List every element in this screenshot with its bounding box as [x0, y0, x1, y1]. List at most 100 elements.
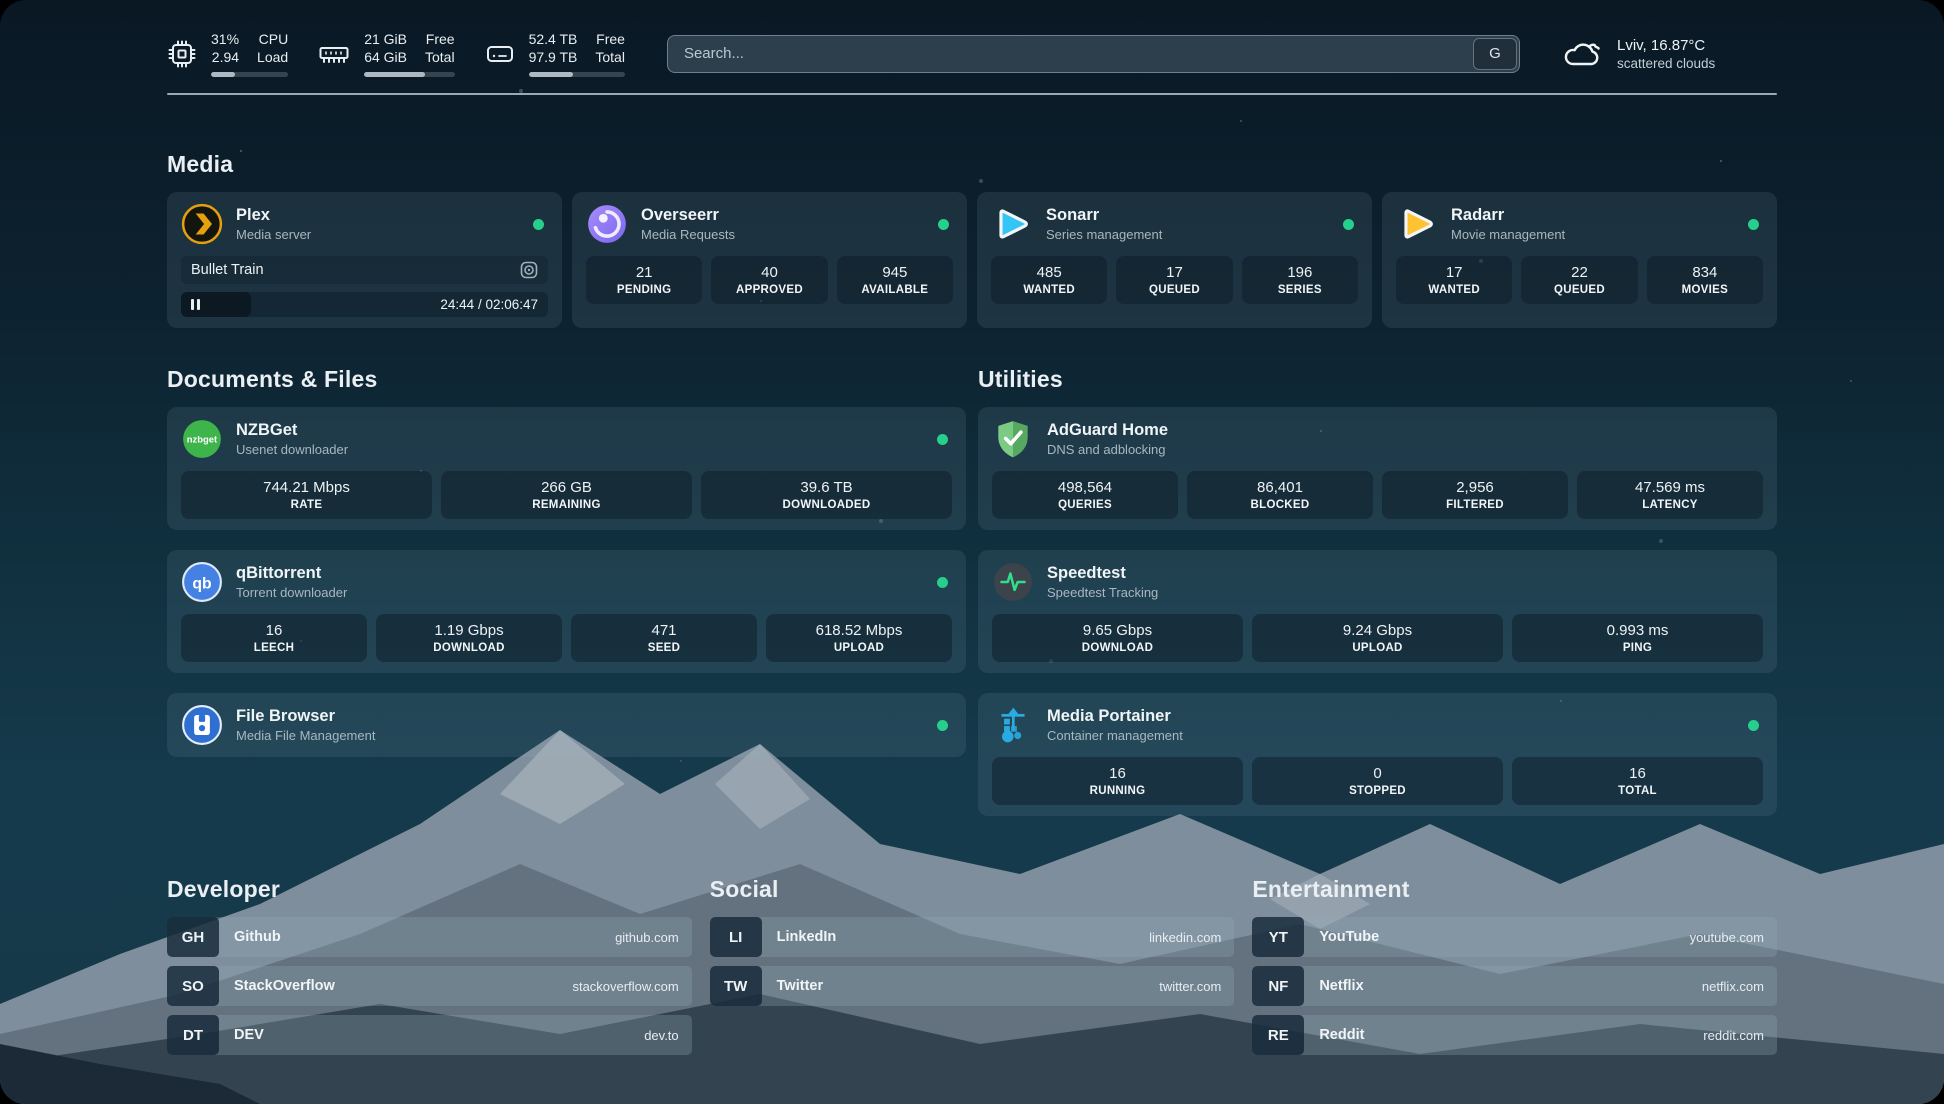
radarr-title: Radarr	[1451, 206, 1505, 225]
plex-progress-bar[interactable]: 24:44 / 02:06:47	[181, 292, 548, 318]
adguard-stat-filtered: 2,956 FILTERED	[1382, 471, 1568, 520]
link-github[interactable]: GH Github github.com	[167, 917, 692, 958]
sonarr-stat-queued: 17 QUEUED	[1116, 256, 1233, 305]
github-badge: GH	[167, 917, 219, 958]
weather-location-temp: Lviv, 16.87°C	[1617, 36, 1706, 54]
plex-now-playing-title: Bullet Train	[191, 262, 264, 279]
youtube-url: youtube.com	[1689, 929, 1764, 945]
storage-free-label: Free	[596, 31, 625, 47]
nzbget-stat-downloaded: 39.6 TB DOWNLOADED	[701, 471, 952, 520]
twitter-badge: TW	[709, 966, 762, 1007]
speedtest-stat-ping: 0.993 ms PING	[1512, 614, 1763, 663]
adguard-stat-blocked: 86,401 BLOCKED	[1187, 471, 1373, 520]
sonarr-subtitle: Series management	[1046, 227, 1163, 243]
github-url: github.com	[615, 929, 679, 945]
storage-total-value: 97.9 TB	[528, 49, 578, 66]
storage-total-label: Total	[595, 49, 625, 66]
portainer-title: Media Portainer	[1047, 707, 1171, 726]
adguard-card[interactable]: AdGuard Home DNS and adblocking 498,564 Q…	[978, 407, 1777, 531]
plex-title: Plex	[236, 206, 270, 225]
netflix-name: Netflix	[1319, 978, 1364, 995]
developer-section-title: Developer	[167, 876, 281, 903]
stackoverflow-badge: SO	[167, 966, 219, 1007]
netflix-url: netflix.com	[1701, 978, 1764, 994]
developer-links-section: Developer GH Github github.com SO StackO…	[167, 876, 692, 1064]
link-youtube[interactable]: YT YouTube youtube.com	[1252, 917, 1777, 958]
adguard-subtitle: DNS and adblocking	[1047, 442, 1166, 458]
link-stackoverflow[interactable]: SO StackOverflow stackoverflow.com	[167, 966, 692, 1007]
overseerr-stat-pending: 21 PENDING	[586, 256, 703, 305]
system-stats: 31% 2.94 CPU Load	[167, 30, 625, 78]
nzbget-stat-remaining: 266 GB REMAINING	[441, 471, 692, 520]
nzbget-title: NZBGet	[236, 421, 298, 440]
overseerr-card[interactable]: Overseerr Media Requests 21 PENDING 40 APP…	[572, 192, 967, 329]
plex-subtitle: Media server	[236, 227, 312, 243]
pause-icon[interactable]	[191, 299, 200, 311]
portainer-subtitle: Container management	[1047, 728, 1183, 744]
nzbget-status-dot	[937, 433, 948, 445]
weather-widget: Lviv, 16.87°C scattered clouds	[1562, 37, 1777, 71]
cpu-load-label: Load	[257, 49, 289, 66]
sonarr-stat-wanted: 485 WANTED	[991, 256, 1108, 305]
dev-badge: DT	[167, 1015, 219, 1056]
linkedin-url: linkedin.com	[1149, 929, 1222, 945]
ram-icon	[319, 46, 349, 63]
svg-text:qb: qb	[192, 576, 211, 593]
qbittorrent-card[interactable]: qb qBittorrent Torrent downloader 16 LEEC…	[167, 550, 966, 674]
search-input[interactable]	[666, 34, 1520, 73]
documents-section: Documents & Files nzbget NZBGet Usenet d	[167, 366, 966, 816]
linkedin-name: LinkedIn	[776, 929, 837, 946]
utilities-section-title: Utilities	[978, 366, 1063, 393]
youtube-name: YouTube	[1319, 929, 1380, 946]
radarr-stat-queued: 22 QUEUED	[1521, 256, 1638, 305]
adguard-stat-latency: 47.569 ms LATENCY	[1577, 471, 1763, 520]
header-divider	[167, 93, 1777, 96]
filebrowser-subtitle: Media File Management	[236, 728, 376, 744]
link-netflix[interactable]: NF Netflix netflix.com	[1252, 966, 1777, 1007]
memory-usage-bar	[364, 72, 455, 78]
speedtest-card[interactable]: Speedtest Speedtest Tracking 9.65 Gbps DO…	[978, 550, 1777, 674]
media-section: Media Plex Media server	[167, 151, 1777, 329]
social-links-section: Social LI LinkedIn linkedin.com TW Twitt…	[709, 876, 1235, 1064]
portainer-card[interactable]: Media Portainer Container management 16 R…	[978, 693, 1777, 817]
memory-free-label: Free	[425, 31, 455, 47]
qbittorrent-stat-leech: 16 LEECH	[181, 614, 367, 663]
weather-condition: scattered clouds	[1617, 55, 1716, 71]
cpu-usage-bar	[211, 72, 289, 78]
radarr-card[interactable]: Radarr Movie management 17 WANTED 22 QUEUE…	[1382, 192, 1777, 329]
media-section-title: Media	[167, 151, 234, 178]
filebrowser-title: File Browser	[236, 707, 336, 726]
qbittorrent-stat-seed: 471 SEED	[571, 614, 757, 663]
radarr-icon	[1396, 203, 1438, 245]
cpu-stat: 31% 2.94 CPU Load	[167, 30, 289, 78]
radarr-status-dot	[1748, 218, 1759, 230]
filebrowser-status-dot	[937, 719, 948, 731]
github-name: Github	[234, 929, 281, 946]
link-reddit[interactable]: RE Reddit reddit.com	[1252, 1015, 1777, 1056]
svg-text:nzbget: nzbget	[187, 435, 218, 446]
storage-free-value: 52.4 TB	[528, 31, 578, 47]
nzbget-stat-rate: 744.21 Mbps RATE	[181, 471, 432, 520]
sonarr-title: Sonarr	[1046, 206, 1100, 225]
session-icon[interactable]	[520, 261, 538, 279]
qbittorrent-title: qBittorrent	[236, 564, 322, 583]
twitter-name: Twitter	[776, 978, 824, 995]
nzbget-card[interactable]: nzbget NZBGet Usenet downloader 744.21 M…	[167, 407, 966, 531]
qbittorrent-stat-download: 1.19 Gbps DOWNLOAD	[376, 614, 562, 663]
nzbget-icon: nzbget	[181, 418, 223, 460]
memory-stat: 21 GiB 64 GiB Free Total	[318, 30, 455, 78]
link-twitter[interactable]: TW Twitter twitter.com	[709, 966, 1235, 1007]
filebrowser-icon	[181, 704, 223, 746]
sonarr-card[interactable]: Sonarr Series management 485 WANTED 17 QUE…	[977, 192, 1372, 329]
overseerr-stat-approved: 40 APPROVED	[711, 256, 828, 305]
nzbget-subtitle: Usenet downloader	[236, 442, 349, 458]
portainer-stat-stopped: 0 STOPPED	[1252, 757, 1503, 806]
filebrowser-card[interactable]: File Browser Media File Management	[167, 693, 966, 758]
plex-card[interactable]: Plex Media server Bullet Train	[167, 192, 562, 329]
link-dev[interactable]: DT DEV dev.to	[167, 1015, 692, 1056]
linkedin-badge: LI	[709, 917, 762, 958]
link-linkedin[interactable]: LI LinkedIn linkedin.com	[709, 917, 1235, 958]
qbittorrent-subtitle: Torrent downloader	[236, 585, 348, 601]
portainer-status-dot	[1748, 719, 1759, 731]
search-provider-button[interactable]: G	[1473, 37, 1517, 70]
